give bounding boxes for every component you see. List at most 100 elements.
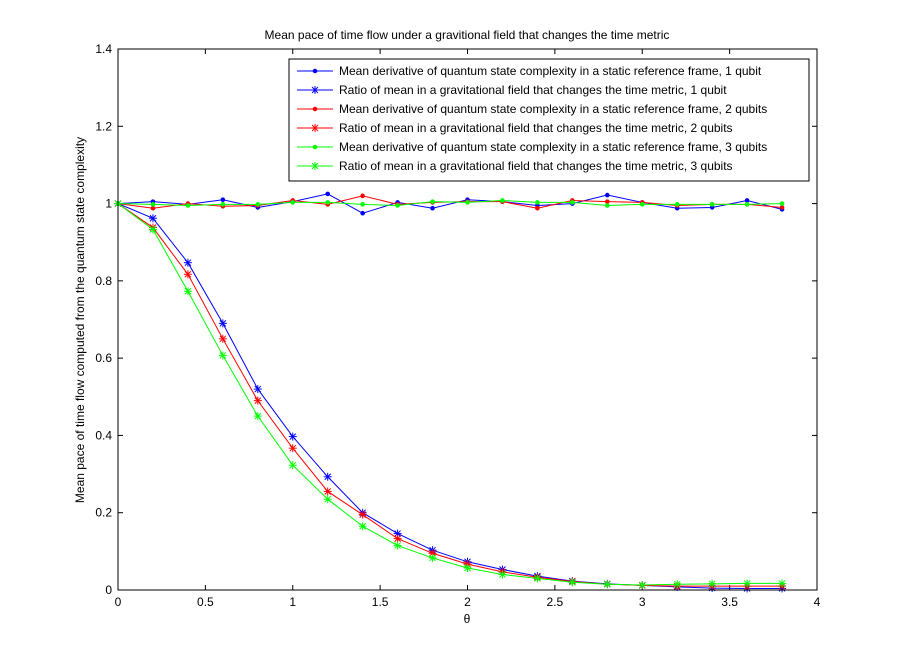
legend-label: Ratio of mean in a gravitational field t…	[339, 159, 733, 173]
series-line	[117, 203, 783, 586]
data-point	[325, 191, 331, 197]
y-tick-label: 1	[105, 197, 112, 211]
data-point	[218, 351, 227, 360]
data-point	[779, 201, 785, 206]
series-5	[115, 198, 785, 208]
data-point	[393, 534, 402, 543]
axes-frame	[117, 48, 818, 591]
legend-box	[288, 58, 810, 182]
data-point	[288, 444, 297, 453]
axis-ticks: 0 0.5 1 1.5 2 2.5 3 3.5 4 0 0.2 0.4 0.6 0.8 1 1.2 1.4	[95, 42, 820, 609]
x-tick-label: 1.5	[372, 595, 389, 609]
data-point	[500, 198, 505, 203]
data-point	[603, 580, 612, 589]
data-point	[218, 319, 227, 328]
data-point	[393, 541, 402, 550]
data-point	[605, 199, 610, 204]
data-point	[744, 198, 750, 203]
data-point	[744, 202, 750, 207]
data-point	[253, 396, 262, 405]
legend-marker	[312, 106, 318, 112]
data-point	[288, 461, 297, 470]
data-point	[708, 579, 717, 588]
data-point	[779, 205, 785, 210]
data-point	[218, 334, 227, 343]
data-point	[535, 200, 540, 205]
data-point	[465, 200, 470, 205]
data-point	[288, 432, 297, 441]
data-point	[570, 200, 575, 205]
data-point	[395, 203, 400, 208]
legend-item: Mean derivative of quantum state complex…	[297, 64, 762, 78]
legend-item: Mean derivative of quantum state complex…	[297, 140, 767, 154]
y-tick-label: 1.2	[95, 119, 112, 133]
data-point	[148, 214, 157, 223]
data-point	[323, 472, 332, 481]
data-point	[605, 203, 610, 208]
x-tick-label: 2	[464, 595, 471, 609]
data-point	[463, 563, 472, 572]
data-point	[253, 412, 262, 421]
y-tick-label: 0.6	[95, 351, 112, 365]
data-point	[778, 579, 787, 588]
series-line	[117, 193, 783, 214]
data-point	[360, 210, 365, 216]
data-point	[325, 200, 331, 205]
data-point	[323, 487, 332, 496]
data-point	[323, 495, 332, 504]
data-point	[428, 553, 437, 562]
legend-label: Mean derivative of quantum state complex…	[339, 102, 767, 116]
data-point	[183, 258, 192, 267]
data-point	[183, 270, 192, 279]
y-tick-label: 0	[105, 583, 112, 597]
series-6	[114, 199, 787, 589]
y-tick-label: 0.4	[95, 428, 112, 442]
data-point	[150, 202, 156, 207]
data-point	[185, 203, 191, 208]
legend-label: Mean derivative of quantum state complex…	[339, 140, 767, 154]
data-point	[183, 287, 192, 296]
legend-marker	[312, 144, 318, 150]
data-point	[393, 529, 402, 538]
x-tick-label: 1	[289, 595, 296, 609]
legend-item: Mean derivative of quantum state complex…	[297, 102, 767, 116]
series-line	[117, 199, 783, 207]
data-point	[220, 197, 226, 203]
x-tick-label: 2.5	[547, 595, 564, 609]
data-point	[639, 202, 645, 207]
x-tick-label: 3.5	[721, 595, 738, 609]
legend-item: Ratio of mean in a gravitational field t…	[297, 159, 733, 173]
series-line	[117, 203, 783, 589]
y-tick-label: 0.8	[95, 274, 112, 288]
data-point	[605, 192, 610, 198]
legend-marker	[311, 162, 319, 170]
legend-item: Ratio of mean in a gravitational field t…	[297, 83, 727, 97]
legend-marker	[312, 68, 318, 74]
data-point	[709, 202, 715, 207]
data-point	[498, 570, 507, 579]
x-tick-label: 0	[115, 595, 122, 609]
x-tick-label: 4	[814, 595, 821, 609]
data-point	[290, 200, 296, 205]
data-point	[568, 578, 577, 587]
data-point	[148, 225, 157, 234]
data-point	[358, 522, 367, 531]
y-axis-label: Mean pace of time flow computed from the…	[73, 137, 87, 503]
legend: Mean derivative of quantum state complex…	[288, 58, 810, 182]
legend-label: Mean derivative of quantum state complex…	[339, 64, 762, 78]
data-point	[150, 205, 156, 211]
legend-label: Ratio of mean in a gravitational field t…	[339, 121, 733, 135]
data-point	[360, 202, 365, 207]
data-point	[430, 199, 435, 204]
legend-label: Ratio of mean in a gravitational field t…	[339, 83, 727, 97]
data-point	[253, 385, 262, 394]
data-point	[255, 202, 261, 207]
data-point	[430, 205, 435, 211]
data-point	[673, 580, 682, 589]
chart-title: Mean pace of time flow under a gravition…	[265, 28, 670, 42]
x-tick-label: 0.5	[197, 595, 214, 609]
data-point	[360, 193, 365, 199]
data-series	[114, 191, 787, 593]
data-point	[638, 580, 647, 589]
